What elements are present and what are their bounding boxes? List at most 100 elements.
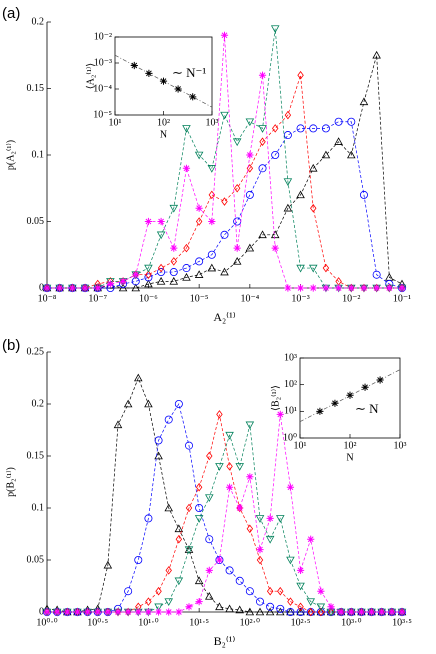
marker [398, 608, 406, 616]
y-tick-label: 10³ [284, 352, 297, 363]
y-axis-label: ⟨A₂⁽¹⁾⟩ [85, 63, 96, 90]
marker [207, 263, 217, 272]
marker [185, 503, 193, 513]
marker [308, 264, 318, 273]
x-tick-label: 10⁻⁵ [190, 293, 209, 304]
marker [226, 462, 233, 471]
y-tick-label: 10⁻³ [94, 57, 112, 68]
marker [286, 556, 295, 565]
marker [207, 250, 216, 259]
marker [134, 373, 143, 382]
marker [317, 607, 325, 617]
marker [232, 138, 242, 147]
marker [144, 264, 153, 273]
x-tick-label: 10³ [206, 117, 219, 128]
series-line [47, 75, 402, 289]
marker [174, 524, 184, 533]
x-axis-label: N [346, 452, 353, 463]
marker [258, 125, 267, 133]
marker [124, 608, 132, 616]
y-tick-label: 10⁻⁴ [93, 83, 112, 94]
x-tick-label: 10³ [394, 440, 407, 451]
x-tick-label: 10⁻⁶ [139, 293, 158, 304]
marker [195, 598, 203, 606]
marker [378, 608, 386, 616]
marker [164, 415, 173, 424]
marker [175, 534, 183, 544]
marker [256, 597, 265, 606]
marker [43, 284, 51, 292]
marker [246, 473, 254, 481]
marker [359, 97, 369, 106]
y-tick-label: 0.05 [27, 554, 45, 565]
marker [372, 270, 381, 279]
marker [170, 244, 178, 252]
marker [184, 546, 194, 555]
marker [310, 203, 317, 213]
marker [334, 137, 343, 145]
marker [245, 421, 255, 430]
marker [283, 131, 292, 140]
marker [284, 284, 292, 292]
marker [169, 268, 178, 277]
marker [334, 117, 343, 126]
marker [154, 436, 163, 445]
marker [347, 284, 355, 292]
y-tick-label: 10¹ [284, 406, 297, 417]
marker [284, 110, 292, 120]
marker [113, 420, 123, 429]
marker [316, 603, 326, 612]
y-axis-label: ⟨B₂⁽¹⁾⟩ [270, 385, 281, 411]
marker [225, 566, 234, 575]
marker [182, 164, 191, 172]
marker [286, 608, 295, 617]
marker [220, 31, 229, 39]
marker [255, 607, 265, 616]
panel: 10⁰·⁰ 10⁰·⁵ 10¹·⁰ 10¹·⁵ 10²·⁰ 10²·⁵ 10³·⁰ 10³·⁵… [2, 337, 412, 648]
marker [317, 587, 325, 595]
y-tick-label: 0 [39, 606, 44, 617]
marker [266, 586, 274, 596]
x-tick-label: 10⁻⁸ [38, 293, 57, 304]
annotation: ∼ N⁻¹ [172, 65, 206, 80]
marker [145, 270, 152, 279]
marker [265, 607, 275, 616]
marker [266, 602, 275, 611]
marker [246, 524, 254, 534]
marker [189, 93, 197, 101]
marker [346, 391, 354, 399]
inset-frame [114, 36, 213, 116]
marker [134, 556, 143, 565]
marker [308, 163, 318, 172]
marker [174, 577, 184, 586]
marker [296, 608, 305, 617]
marker [258, 164, 267, 173]
panel: 10⁻⁸ 10⁻⁷ 10⁻⁶ 10⁻⁵ 10⁻⁴ 10⁻³ 10⁻² 10⁻¹ 0 0.05 0.1… [2, 5, 411, 324]
marker [215, 602, 224, 611]
x-tick-label: 10²·⁰ [240, 617, 260, 628]
marker [194, 151, 204, 160]
marker [169, 204, 179, 213]
marker [372, 50, 381, 59]
marker [235, 576, 244, 585]
marker [266, 514, 274, 522]
marker [144, 399, 153, 408]
marker [245, 190, 254, 199]
y-tick-label: 0.05 [27, 216, 45, 227]
marker [43, 608, 51, 616]
marker [103, 560, 113, 569]
marker [225, 483, 234, 491]
marker [205, 566, 213, 574]
marker [347, 150, 356, 159]
y-tick-label: 0.1 [32, 149, 45, 160]
marker [296, 284, 305, 292]
x-tick-label: 10⁻² [342, 293, 360, 304]
marker [357, 608, 366, 616]
marker [165, 608, 173, 616]
marker [154, 608, 163, 616]
marker [335, 284, 343, 292]
marker [236, 504, 244, 512]
marker [83, 608, 92, 616]
x-axis-label: B₂⁽¹⁾ [214, 634, 236, 648]
marker [195, 217, 203, 226]
